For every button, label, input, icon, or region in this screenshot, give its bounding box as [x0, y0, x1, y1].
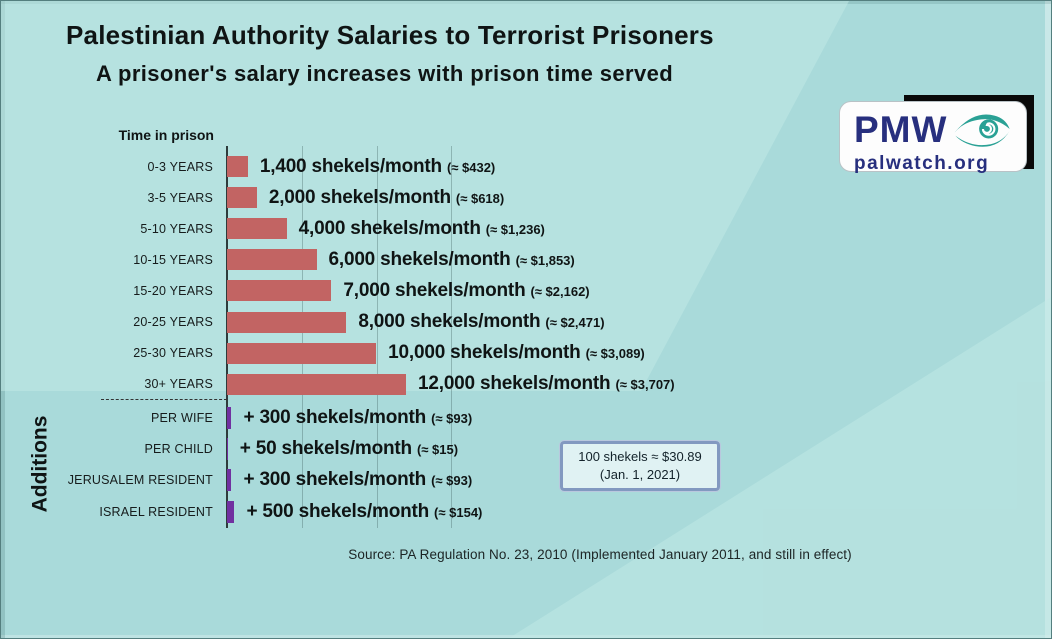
addition-usd: (≈ $154)	[434, 504, 483, 520]
category-label: 25-30 YEARS	[133, 346, 213, 361]
page-subtitle: A prisoner's salary increases with priso…	[96, 61, 674, 86]
category-label: 15-20 YEARS	[133, 283, 213, 298]
salary-bar	[227, 280, 332, 302]
addition-amount: + 300 shekels/month	[243, 407, 427, 429]
salary-usd: (≈ $1,853)	[515, 252, 575, 268]
salary-usd: (≈ $432)	[446, 159, 496, 175]
bar-row-per-child: PER CHILD + 50 shekels/month (≈ $15)	[1, 434, 1051, 465]
salary-usd: (≈ $2,471)	[545, 315, 605, 331]
salary-amount: 6,000 shekels/month	[328, 248, 511, 270]
gridline-10000	[377, 146, 378, 528]
page-title: Palestinian Authority Salaries to Terror…	[66, 20, 714, 50]
exchange-rate-line2: (Jan. 1, 2021)	[599, 467, 681, 482]
salary-bar	[227, 311, 347, 333]
salary-usd: (≈ $1,236)	[485, 221, 545, 237]
addition-amount: + 300 shekels/month	[243, 469, 427, 491]
category-label: 30+ YEARS	[144, 377, 213, 392]
salary-amount: 4,000 shekels/month	[298, 217, 481, 239]
salary-bar	[227, 249, 317, 271]
bar-row-0-3-years: 0-3 YEARS 1,400 shekels/month (≈ $432)	[1, 151, 1051, 182]
bar-row-25-30-years: 25-30 YEARS 10,000 shekels/month (≈ $3,08…	[1, 338, 1051, 369]
additions-divider-dashed-line	[101, 398, 227, 400]
category-label: JERUSALEM RESIDENT	[67, 473, 213, 488]
bar-row-15-20-years: 15-20 YEARS 7,000 shekels/month (≈ $2,162…	[1, 275, 1051, 306]
category-label: PER CHILD	[144, 442, 213, 457]
column-header-time-in-prison: Time in prison	[118, 127, 214, 143]
bar-row-israel-resident: ISRAEL RESIDENT + 500 shekels/month (≈ $1…	[1, 496, 1051, 527]
category-label: ISRAEL RESIDENT	[99, 504, 213, 519]
bar-row-10-15-years: 10-15 YEARS 6,000 shekels/month (≈ $1,853…	[1, 244, 1051, 275]
addition-usd: (≈ $15)	[416, 442, 459, 458]
salary-amount: 10,000 shekels/month	[388, 342, 581, 364]
salary-amount: 1,400 shekels/month	[259, 155, 442, 177]
bar-row-per-wife: PER WIFE + 300 shekels/month (≈ $93)	[1, 403, 1051, 434]
salary-bar	[227, 342, 377, 364]
exchange-rate-line1: 100 shekels ≈ $30.89	[578, 449, 702, 465]
logo-card: PMW palwatch.org	[839, 101, 1027, 174]
source-citation: Source: PA Regulation No. 23, 2010 (Impl…	[348, 547, 852, 562]
eye-swirl-icon	[951, 108, 1013, 153]
salary-usd: (≈ $3,707)	[615, 377, 675, 393]
salary-amount: 7,000 shekels/month	[343, 279, 526, 301]
salary-amount: 8,000 shekels/month	[358, 311, 541, 333]
bar-rows: 0-3 YEARS 1,400 shekels/month (≈ $432) 3-…	[1, 146, 1051, 527]
salary-bar	[227, 218, 287, 240]
category-label: 0-3 YEARS	[147, 159, 213, 174]
addition-bar	[227, 469, 232, 492]
addition-bar	[227, 438, 228, 461]
logo-domain: palwatch.org	[854, 153, 990, 174]
bar-row-5-10-years: 5-10 YEARS 4,000 shekels/month (≈ $1,236)	[1, 213, 1051, 244]
salary-usd: (≈ $618)	[455, 190, 505, 206]
exchange-rate-note-box: 100 shekels ≈ $30.89 (Jan. 1, 2021)	[559, 440, 721, 492]
salary-bar	[227, 187, 257, 209]
category-label: 10-15 YEARS	[133, 252, 213, 267]
category-label: 20-25 YEARS	[133, 315, 213, 330]
addition-bar	[227, 500, 235, 523]
addition-bar	[227, 407, 232, 430]
additions-section-label: Additions	[28, 415, 52, 512]
pmw-logo: PMW palwatch.org	[839, 95, 1035, 173]
bar-row-jerusalem-resident: JERUSALEM RESIDENT + 300 shekels/month (≈…	[1, 465, 1051, 496]
addition-usd: (≈ $93)	[431, 411, 473, 427]
logo-acronym: PMW	[854, 109, 948, 150]
gridline-15000	[451, 146, 452, 528]
salary-usd: (≈ $3,089)	[585, 346, 645, 362]
category-label: 3-5 YEARS	[147, 190, 213, 205]
bar-row-3-5-years: 3-5 YEARS 2,000 shekels/month (≈ $618)	[1, 182, 1051, 213]
addition-amount: + 50 shekels/month	[239, 438, 412, 460]
salary-bar	[227, 373, 406, 395]
addition-amount: + 500 shekels/month	[246, 500, 430, 522]
addition-usd: (≈ $93)	[431, 473, 473, 489]
salary-bar	[227, 156, 248, 178]
y-axis-line	[226, 146, 228, 528]
category-label: 5-10 YEARS	[140, 221, 213, 236]
salary-amount: 12,000 shekels/month	[418, 373, 611, 395]
bar-row-30plus-years: 30+ YEARS 12,000 shekels/month (≈ $3,707)	[1, 369, 1051, 400]
salary-amount: 2,000 shekels/month	[268, 186, 451, 208]
bar-row-20-25-years: 20-25 YEARS 8,000 shekels/month (≈ $2,471…	[1, 306, 1051, 337]
gridline-5000	[302, 146, 303, 528]
salary-usd: (≈ $2,162)	[530, 283, 590, 299]
category-label: PER WIFE	[150, 411, 213, 426]
